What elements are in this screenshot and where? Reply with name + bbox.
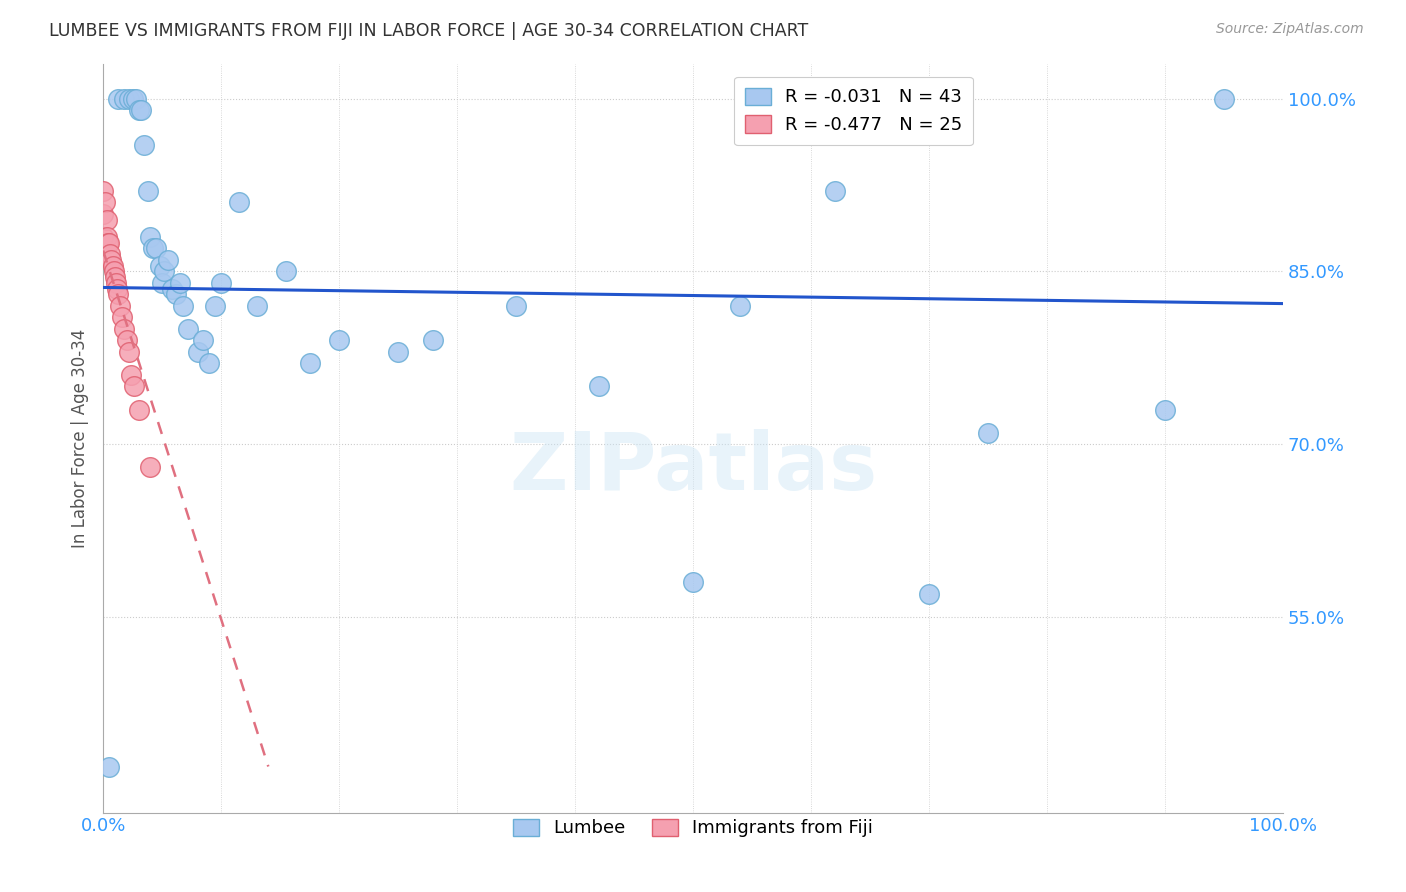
Point — [157, 252, 180, 267]
Point — [228, 195, 250, 210]
Point — [145, 241, 167, 255]
Point — [193, 334, 215, 348]
Point — [91, 207, 114, 221]
Point — [112, 322, 135, 336]
Point — [136, 184, 159, 198]
Point — [118, 345, 141, 359]
Point — [172, 299, 194, 313]
Point — [1213, 92, 1236, 106]
Point — [977, 425, 1000, 440]
Point — [149, 259, 172, 273]
Point — [682, 575, 704, 590]
Point — [98, 759, 121, 773]
Point — [153, 264, 176, 278]
Point — [134, 137, 156, 152]
Point — [96, 212, 118, 227]
Point — [245, 299, 267, 313]
Text: LUMBEE VS IMMIGRANTS FROM FIJI IN LABOR FORCE | AGE 30-34 CORRELATION CHART: LUMBEE VS IMMIGRANTS FROM FIJI IN LABOR … — [49, 22, 808, 40]
Point — [104, 270, 127, 285]
Point — [118, 92, 141, 106]
Y-axis label: In Labor Force | Age 30-34: In Labor Force | Age 30-34 — [72, 328, 89, 548]
Point — [177, 322, 200, 336]
Point — [108, 299, 131, 313]
Point — [120, 368, 142, 382]
Point — [198, 356, 221, 370]
Point — [387, 345, 409, 359]
Point — [139, 460, 162, 475]
Point — [107, 92, 129, 106]
Point — [274, 264, 297, 278]
Point — [129, 103, 152, 117]
Point — [94, 195, 117, 210]
Point — [169, 276, 191, 290]
Point — [115, 334, 138, 348]
Point — [91, 229, 114, 244]
Point — [328, 334, 350, 348]
Point — [112, 92, 135, 106]
Point — [165, 287, 187, 301]
Point — [105, 282, 128, 296]
Point — [139, 229, 162, 244]
Point — [150, 276, 173, 290]
Point — [125, 92, 148, 106]
Point — [100, 252, 122, 267]
Point — [160, 282, 183, 296]
Point — [91, 184, 114, 198]
Point — [97, 235, 120, 250]
Point — [728, 299, 751, 313]
Point — [98, 247, 121, 261]
Point — [121, 92, 143, 106]
Point — [298, 356, 321, 370]
Point — [98, 235, 121, 250]
Point — [122, 379, 145, 393]
Point — [1154, 402, 1177, 417]
Point — [505, 299, 527, 313]
Point — [588, 379, 610, 393]
Point — [204, 299, 226, 313]
Point — [128, 402, 150, 417]
Point — [101, 259, 124, 273]
Point — [105, 276, 128, 290]
Point — [918, 587, 941, 601]
Point — [107, 287, 129, 301]
Point — [111, 310, 134, 325]
Point — [422, 334, 444, 348]
Point — [209, 276, 232, 290]
Point — [186, 345, 208, 359]
Point — [96, 229, 118, 244]
Point — [128, 103, 150, 117]
Text: ZIPatlas: ZIPatlas — [509, 429, 877, 508]
Point — [103, 264, 125, 278]
Legend: Lumbee, Immigrants from Fiji: Lumbee, Immigrants from Fiji — [506, 812, 880, 845]
Text: Source: ZipAtlas.com: Source: ZipAtlas.com — [1216, 22, 1364, 37]
Point — [142, 241, 165, 255]
Point — [824, 184, 846, 198]
